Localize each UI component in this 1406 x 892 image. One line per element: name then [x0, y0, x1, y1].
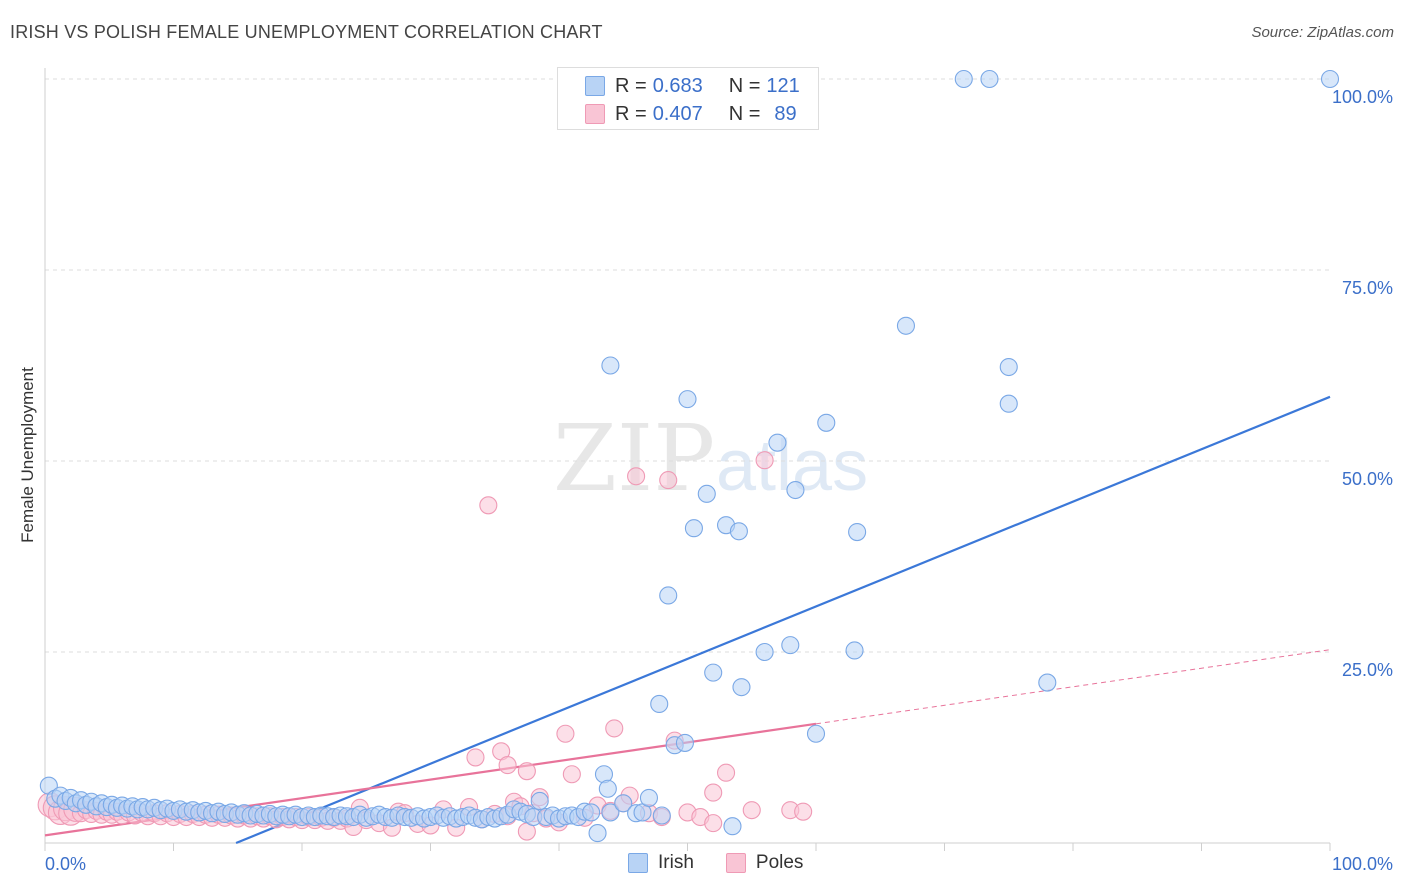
legend-row-irish: R = 0.683 N = 121 [558, 72, 800, 100]
irish-point [999, 357, 1018, 377]
poles-swatch [585, 104, 605, 124]
x-tick-label: 100.0% [1332, 854, 1393, 874]
irish-n-value: 121 [766, 74, 800, 97]
poles-point [704, 783, 723, 802]
irish-point [768, 433, 787, 452]
poles-point [742, 801, 761, 820]
irish-trend-line [235, 395, 1331, 845]
watermark-zip: ZIP [553, 405, 715, 512]
y-tick-label: 50.0% [1342, 469, 1393, 489]
legend-row-poles: R = 0.407 N = 89 [558, 100, 797, 128]
chart-title: IRISH VS POLISH FEMALE UNEMPLOYMENT CORR… [10, 22, 603, 42]
source-label: Source: ZipAtlas.com [1251, 24, 1394, 41]
irish-point [582, 803, 601, 822]
poles-point [562, 765, 581, 784]
irish-point [755, 642, 774, 662]
irish-point [598, 779, 617, 798]
irish-point [659, 586, 678, 605]
irish-r-label: R = [615, 74, 647, 97]
irish-point [684, 519, 703, 538]
irish-point [845, 641, 864, 660]
irish-point [999, 394, 1018, 413]
y-tick-label: 75.0% [1342, 278, 1393, 298]
irish-point [723, 817, 742, 836]
irish-legend-label: Irish [658, 852, 694, 873]
irish-point [588, 824, 607, 843]
poles-point [605, 719, 624, 738]
series-legend: Irish Poles [628, 852, 835, 874]
poles-legend-swatch [725, 853, 746, 873]
irish-point [729, 522, 748, 541]
irish-r-value: 0.683 [652, 74, 703, 97]
poles-r-label: R = [615, 102, 647, 125]
irish-point [980, 69, 999, 89]
poles-trend-extension [815, 649, 1331, 725]
irish-point [652, 806, 671, 825]
poles-r-value: 0.407 [652, 102, 703, 125]
irish-point [639, 788, 659, 807]
poles-legend-label: Poles [755, 852, 804, 873]
irish-point [848, 523, 867, 542]
irish-point [1320, 69, 1340, 89]
irish-point [675, 733, 694, 752]
irish-point [732, 678, 751, 697]
irish-point [601, 356, 620, 375]
irish-point [697, 484, 716, 503]
irish-n-label: N = [728, 74, 761, 97]
poles-point [498, 756, 517, 775]
x-tick-label: 0.0% [45, 854, 86, 874]
irish-point [786, 480, 805, 500]
poles-n-value: 89 [774, 102, 797, 125]
legend-item-poles[interactable]: Poles [725, 852, 804, 874]
poles-point [704, 814, 723, 833]
irish-legend-swatch [628, 853, 648, 873]
stats-legend: R = 0.683 N = 121 R = 0.407 N = 89 [557, 67, 819, 130]
irish-point [1038, 673, 1057, 692]
irish-point [896, 316, 916, 335]
irish-point [650, 694, 669, 714]
irish-point [954, 69, 973, 89]
irish-point [704, 663, 723, 682]
irish-point [817, 413, 836, 432]
poles-point [755, 451, 774, 470]
irish-point [678, 390, 697, 409]
poles-point [627, 467, 646, 486]
y-tick-label: 25.0% [1342, 660, 1393, 680]
poles-point [794, 802, 813, 821]
irish-point [601, 803, 620, 822]
legend-item-irish[interactable]: Irish [628, 852, 694, 874]
irish-point [806, 724, 826, 743]
poles-point [659, 471, 678, 490]
irish-point [530, 791, 549, 811]
poles-point [556, 724, 575, 743]
poles-n-label: N = [728, 102, 761, 125]
irish-point [781, 636, 800, 655]
y-tick-label: 100.0% [1332, 87, 1393, 107]
poles-point [466, 748, 485, 767]
poles-point [479, 496, 498, 515]
poles-point [517, 762, 536, 781]
poles-point [716, 763, 736, 782]
irish-point [614, 794, 633, 813]
irish-swatch [585, 76, 605, 96]
